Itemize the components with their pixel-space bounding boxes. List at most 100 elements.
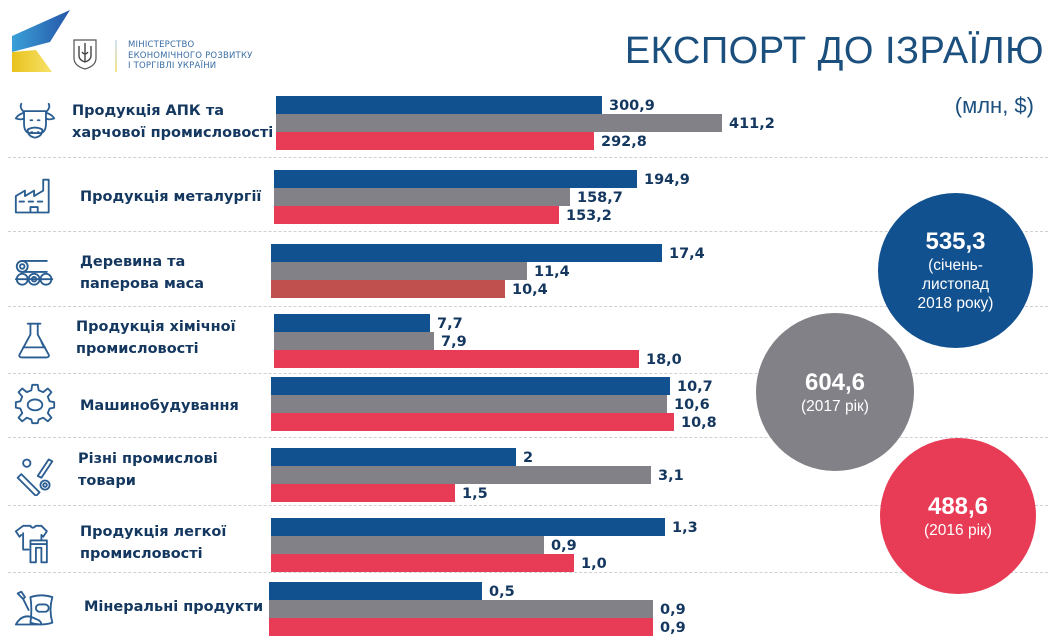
data-label: 0,9	[660, 602, 686, 618]
total-circle-2018: 535,3 (січень- листопад 2018 року)	[878, 193, 1033, 348]
data-label: 18,0	[646, 352, 682, 368]
data-label: 11,4	[534, 264, 570, 280]
data-label: 0,9	[660, 620, 686, 636]
category-label-line: Деревина та	[80, 254, 186, 270]
data-label: 10,8	[681, 415, 717, 431]
data-label: 1,0	[581, 556, 607, 572]
category-label-line: Продукція легкої	[80, 524, 227, 540]
sack-icon	[14, 590, 54, 626]
logo-separator	[115, 40, 117, 72]
row-divider	[8, 373, 1048, 374]
total-label: (2017 рік)	[801, 397, 869, 415]
category-label-line: Продукція АПК та	[72, 103, 225, 119]
bar-2016	[271, 280, 505, 298]
total-value: 488,6	[927, 492, 989, 520]
trident-crest-icon	[73, 39, 97, 70]
ministry-name: МІНІСТЕРСТВО ЕКОНОМІЧНОГО РОЗВИТКУ І ТОР…	[128, 40, 253, 72]
total-label: (2016 рік)	[924, 521, 992, 539]
category-label: Продукція хімічної промисловості	[76, 316, 236, 360]
category-label: Продукція металургії	[80, 186, 261, 208]
data-label: 1,3	[672, 520, 698, 536]
data-label: 17,4	[669, 246, 705, 262]
bar-2018	[271, 244, 662, 262]
bar-2018	[276, 96, 602, 114]
ministry-line: ЕКОНОМІЧНОГО РОЗВИТКУ	[128, 50, 253, 61]
logs-icon	[14, 260, 54, 286]
category-label: Мінеральні продукти	[84, 596, 263, 618]
bar-2018	[269, 582, 482, 600]
data-label: 158,7	[577, 190, 623, 206]
factory-icon	[14, 178, 50, 214]
bar-2018	[271, 448, 516, 466]
total-value: 604,6	[804, 368, 866, 396]
category-label-line: промисловості	[80, 546, 203, 562]
total-label: (січень-	[928, 257, 983, 274]
category-label-line: Різні промислові	[78, 451, 218, 467]
data-label: 411,2	[729, 116, 775, 132]
page-title: ЕКСПОРТ ДО ІЗРАЇЛЮ	[624, 30, 1044, 72]
ministry-line: І ТОРГІВЛІ УКРАЇНИ	[128, 61, 217, 71]
gear-icon	[14, 383, 56, 425]
row-divider	[8, 505, 1048, 506]
bar-2018	[271, 377, 670, 395]
category-label-line: Продукція металургії	[80, 189, 262, 205]
data-label: 0,5	[489, 584, 515, 600]
data-label: 10,6	[674, 397, 710, 413]
bar-2017	[274, 332, 434, 350]
bar-2018	[274, 170, 637, 188]
cow-icon	[14, 102, 56, 139]
category-label: Продукція АПК та харчової промисловості	[72, 100, 273, 144]
bar-2016	[271, 413, 674, 431]
category-label-line: промисловості	[76, 341, 199, 357]
category-label-line: паперова маса	[80, 276, 205, 292]
bar-2018	[274, 314, 430, 332]
data-label: 10,4	[512, 282, 548, 298]
row-divider	[8, 231, 1048, 232]
total-value: 535,3	[925, 228, 986, 255]
clothes-icon	[14, 524, 48, 564]
bar-2016	[271, 554, 574, 572]
category-label-line: харчової промисловості	[72, 125, 274, 141]
ministry-logo-icon	[12, 10, 70, 72]
ministry-line: МІНІСТЕРСТВО	[128, 40, 195, 50]
bar-2016	[274, 206, 559, 224]
bar-2017	[271, 536, 544, 554]
bar-2017	[269, 600, 653, 618]
bar-2017	[276, 114, 722, 132]
row-divider	[8, 437, 1048, 438]
row-divider	[8, 572, 1048, 573]
bar-2016	[274, 350, 639, 368]
bar-2016	[269, 618, 653, 636]
bar-2018	[271, 518, 665, 536]
total-circle-2016: 488,6 (2016 рік)	[880, 438, 1036, 594]
data-label: 300,9	[609, 98, 655, 114]
bar-2016	[271, 484, 455, 502]
bar-2017	[274, 188, 570, 206]
category-label: Продукція легкої промисловості	[80, 521, 226, 565]
category-label-line: Продукція хімічної	[76, 319, 236, 335]
total-label: листопад	[921, 276, 990, 293]
category-label-line: Мінеральні продукти	[84, 599, 264, 615]
bar-2017	[271, 395, 667, 413]
units-label: (млн, $)	[954, 93, 1034, 118]
category-label-line: Машинобудування	[80, 398, 239, 414]
data-label: 2	[523, 450, 534, 466]
category-label-line: товари	[78, 473, 136, 489]
total-label: 2018 року)	[917, 295, 994, 312]
data-label: 3,1	[658, 468, 684, 484]
category-label: Машинобудування	[80, 395, 239, 417]
category-label: Різні промислові товари	[78, 448, 218, 492]
row-divider	[8, 157, 1048, 158]
category-label: Деревина та паперова маса	[80, 251, 204, 295]
data-label: 10,7	[677, 379, 713, 395]
flask-icon	[18, 322, 50, 359]
data-label: 194,9	[644, 172, 690, 188]
bar-2017	[271, 466, 651, 484]
data-label: 7,7	[437, 316, 463, 332]
row-divider	[8, 306, 1048, 307]
data-label: 1,5	[462, 486, 488, 502]
data-label: 292,8	[601, 134, 647, 150]
bar-2017	[271, 262, 527, 280]
data-label: 153,2	[566, 208, 612, 224]
bolts-icon	[16, 458, 54, 496]
